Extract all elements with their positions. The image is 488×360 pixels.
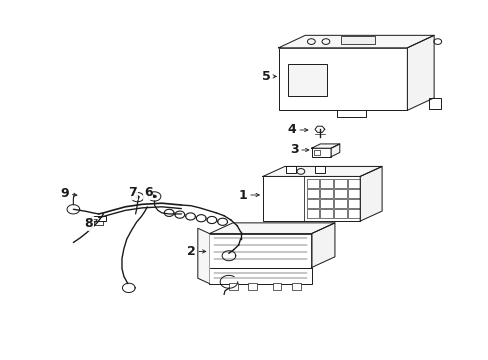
Bar xyxy=(333,199,346,208)
Bar xyxy=(228,283,237,290)
Polygon shape xyxy=(198,228,209,284)
Polygon shape xyxy=(209,223,334,234)
Polygon shape xyxy=(311,144,339,148)
FancyBboxPatch shape xyxy=(428,98,441,109)
Bar xyxy=(320,189,332,198)
Bar xyxy=(278,48,407,111)
Bar xyxy=(272,283,281,290)
Polygon shape xyxy=(314,126,324,132)
Text: 5: 5 xyxy=(262,70,276,83)
Bar xyxy=(333,209,346,218)
Bar xyxy=(291,283,300,290)
Bar xyxy=(313,150,319,156)
Bar xyxy=(333,179,346,188)
Bar xyxy=(263,176,360,221)
Bar xyxy=(347,199,360,208)
Bar xyxy=(333,189,346,198)
Bar xyxy=(306,209,319,218)
Bar xyxy=(347,189,360,198)
Text: 4: 4 xyxy=(287,123,307,136)
Text: 8: 8 xyxy=(84,217,97,230)
Text: 1: 1 xyxy=(238,189,259,202)
Text: 9: 9 xyxy=(60,187,77,200)
Bar xyxy=(287,64,326,96)
Bar xyxy=(248,283,257,290)
Bar xyxy=(315,166,325,173)
Text: 3: 3 xyxy=(289,144,308,157)
Bar xyxy=(306,189,319,198)
Bar xyxy=(91,216,106,221)
Bar xyxy=(209,267,311,284)
Polygon shape xyxy=(330,144,339,157)
Polygon shape xyxy=(278,35,433,48)
Bar xyxy=(306,199,319,208)
Bar xyxy=(320,209,332,218)
Polygon shape xyxy=(360,166,381,221)
Bar xyxy=(320,199,332,208)
Circle shape xyxy=(135,196,139,199)
Bar xyxy=(347,209,360,218)
Polygon shape xyxy=(263,166,381,176)
Text: 6: 6 xyxy=(143,186,153,199)
Bar xyxy=(311,148,330,157)
Text: 2: 2 xyxy=(186,245,205,258)
Text: 7: 7 xyxy=(128,186,138,199)
Bar xyxy=(306,179,319,188)
Bar xyxy=(347,179,360,188)
Bar xyxy=(320,179,332,188)
Bar xyxy=(209,234,311,267)
Circle shape xyxy=(152,195,156,198)
Bar xyxy=(340,36,374,44)
Bar xyxy=(286,166,295,173)
Polygon shape xyxy=(311,223,334,267)
Polygon shape xyxy=(407,35,433,111)
